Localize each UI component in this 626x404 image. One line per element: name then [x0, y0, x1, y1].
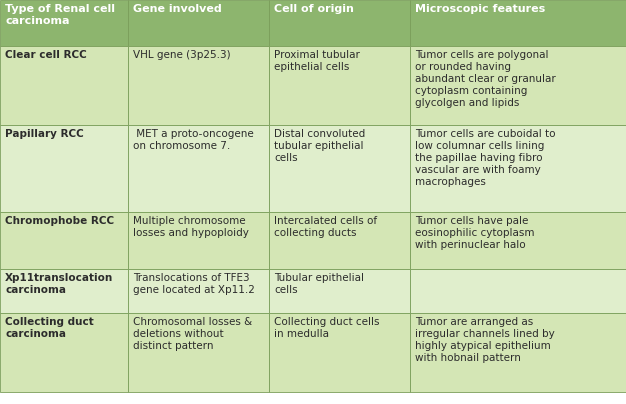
Bar — [0, 269, 128, 313]
Bar — [269, 46, 410, 125]
Text: VHL gene (3p25.3): VHL gene (3p25.3) — [133, 50, 231, 61]
Text: Papillary RCC: Papillary RCC — [5, 129, 84, 139]
Bar — [128, 313, 269, 392]
Bar — [410, 0, 626, 46]
Bar — [0, 46, 128, 125]
Text: Gene involved: Gene involved — [133, 4, 222, 14]
Bar — [0, 0, 128, 46]
Text: Tumor cells are polygonal
or rounded having
abundant clear or granular
cytoplasm: Tumor cells are polygonal or rounded hav… — [415, 50, 556, 109]
Text: Collecting duct
carcinoma: Collecting duct carcinoma — [5, 317, 94, 339]
Bar — [410, 212, 626, 269]
Bar — [269, 313, 410, 392]
Bar — [269, 0, 410, 46]
Text: Collecting duct cells
in medulla: Collecting duct cells in medulla — [274, 317, 380, 339]
Bar — [128, 0, 269, 46]
Bar — [410, 125, 626, 212]
Bar — [128, 125, 269, 212]
Text: Type of Renal cell
carcinoma: Type of Renal cell carcinoma — [5, 4, 115, 26]
Text: Tumor are arranged as
irregular channels lined by
highly atypical epithelium
wit: Tumor are arranged as irregular channels… — [415, 317, 555, 363]
Bar — [269, 269, 410, 313]
Bar — [128, 46, 269, 125]
Text: Tubular epithelial
cells: Tubular epithelial cells — [274, 273, 364, 295]
Text: Clear cell RCC: Clear cell RCC — [5, 50, 87, 61]
Text: Chromosomal losses &
deletions without
distinct pattern: Chromosomal losses & deletions without d… — [133, 317, 252, 351]
Text: MET a proto-oncogene
on chromosome 7.: MET a proto-oncogene on chromosome 7. — [133, 129, 254, 151]
Text: Multiple chromosome
losses and hypoploidy: Multiple chromosome losses and hypoploid… — [133, 216, 249, 238]
Text: Proximal tubular
epithelial cells: Proximal tubular epithelial cells — [274, 50, 360, 72]
Text: Translocations of TFE3
gene located at Xp11.2: Translocations of TFE3 gene located at X… — [133, 273, 255, 295]
Bar — [0, 313, 128, 392]
Text: Chromophobe RCC: Chromophobe RCC — [5, 216, 114, 226]
Bar — [128, 212, 269, 269]
Bar — [269, 125, 410, 212]
Bar — [410, 313, 626, 392]
Text: Cell of origin: Cell of origin — [274, 4, 354, 14]
Bar — [0, 212, 128, 269]
Bar — [0, 125, 128, 212]
Bar — [128, 269, 269, 313]
Text: Microscopic features: Microscopic features — [415, 4, 545, 14]
Text: Xp11translocation
carcinoma: Xp11translocation carcinoma — [5, 273, 113, 295]
Text: Tumor cells are cuboidal to
low columnar cells lining
the papillae having fibro
: Tumor cells are cuboidal to low columnar… — [415, 129, 555, 187]
Text: Intercalated cells of
collecting ducts: Intercalated cells of collecting ducts — [274, 216, 377, 238]
Bar — [410, 269, 626, 313]
Text: Tumor cells have pale
eosinophilic cytoplasm
with perinuclear halo: Tumor cells have pale eosinophilic cytop… — [415, 216, 535, 250]
Bar — [269, 212, 410, 269]
Bar — [410, 46, 626, 125]
Text: Distal convoluted
tubular epithelial
cells: Distal convoluted tubular epithelial cel… — [274, 129, 366, 163]
